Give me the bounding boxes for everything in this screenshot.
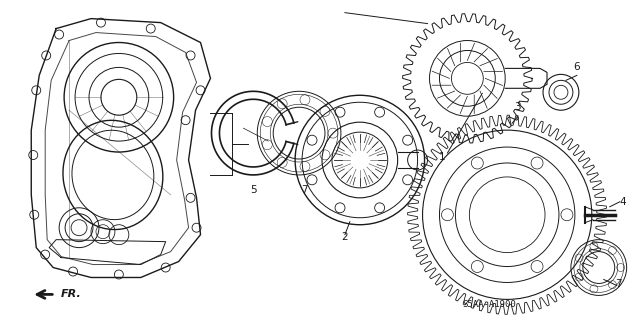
Text: 7: 7: [616, 279, 622, 290]
Text: FR.: FR.: [61, 289, 82, 300]
Text: 1: 1: [439, 152, 446, 162]
Text: 2: 2: [342, 232, 348, 242]
Text: S5AA-A1900: S5AA-A1900: [462, 300, 516, 309]
Text: 3: 3: [514, 102, 520, 112]
Text: 5: 5: [250, 185, 257, 195]
Text: 4: 4: [620, 197, 626, 207]
Text: 6: 6: [573, 62, 580, 72]
Text: 7: 7: [301, 185, 307, 195]
